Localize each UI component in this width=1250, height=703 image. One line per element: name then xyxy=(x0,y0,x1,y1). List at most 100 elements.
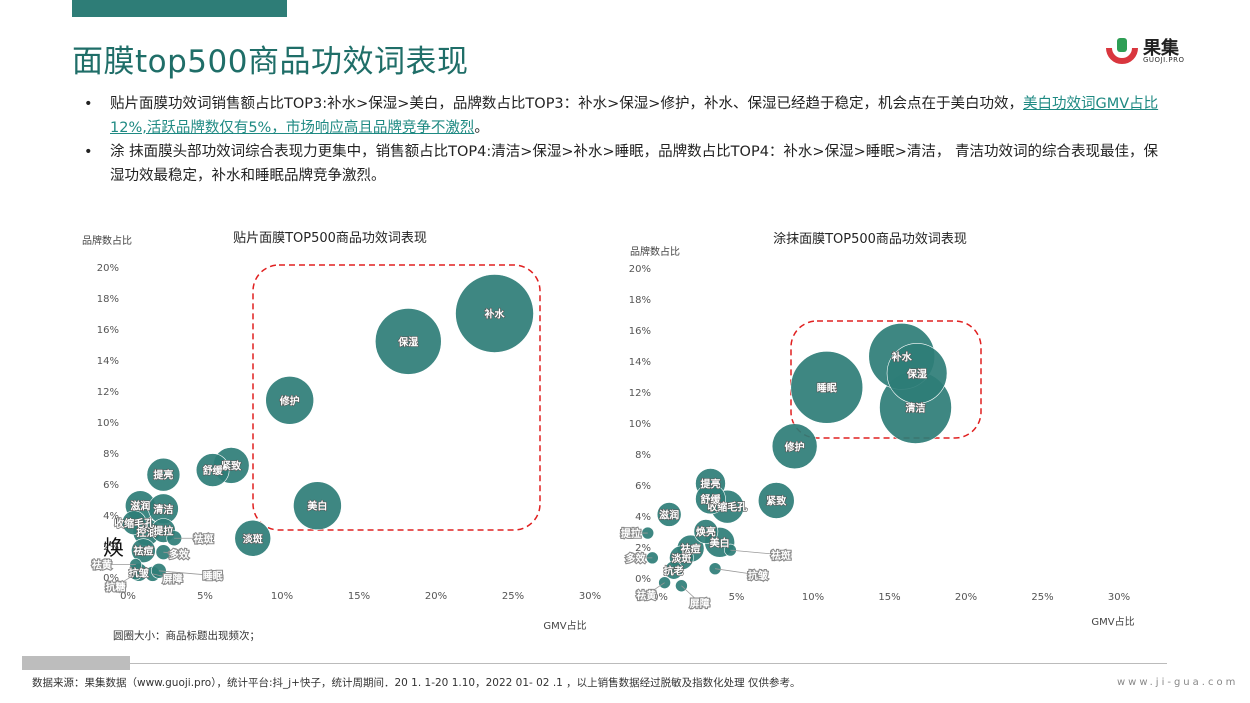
bullet-dot-icon: • xyxy=(84,144,93,160)
bullet-highlight-link[interactable]: 美白功效词GMV占比12%,活跃品牌数仅有5%，市场响应高且品牌竞争不激烈 xyxy=(110,96,1159,136)
highlight-box xyxy=(790,320,982,439)
x-tick-label: 5% xyxy=(197,591,213,602)
x-axis-label: GMV占比 xyxy=(543,619,586,632)
highlight-box xyxy=(252,264,541,531)
data-label: 收缩毛孔 xyxy=(707,501,747,514)
data-label: 祛黄 xyxy=(91,559,112,572)
data-label: 睡眠 xyxy=(817,381,837,394)
bubble-point xyxy=(293,481,342,531)
y-tick-label: 6% xyxy=(635,481,651,492)
y-tick-label: 4% xyxy=(103,511,119,522)
chart-title: 涂抹面膜TOP500商品功效词表现 xyxy=(773,231,967,247)
y-tick-label: 8% xyxy=(635,450,651,461)
bubble-point xyxy=(374,308,442,375)
data-label: 抗皱 xyxy=(748,569,768,582)
bubble-point xyxy=(693,519,719,544)
callout-line xyxy=(115,573,136,587)
y-tick-label: 14% xyxy=(629,357,651,368)
data-label: 滋润 xyxy=(659,508,679,521)
data-label: 清洁 xyxy=(906,402,926,415)
data-label: 多效 xyxy=(169,548,190,561)
data-label: 收缩毛孔 xyxy=(114,517,154,530)
bullet-item: • 涂 抹面膜头部功效词综合表现力更集中，销售额占比TOP4:清洁>保湿>补水>… xyxy=(82,140,1167,188)
data-label: 控油 xyxy=(136,526,156,539)
page-title: 面膜top500商品功效词表现 xyxy=(72,44,469,80)
callout-line xyxy=(158,570,213,576)
y-tick-label: 8% xyxy=(103,449,119,460)
data-label: 保湿 xyxy=(906,367,927,380)
y-tick-label: 10% xyxy=(97,418,119,429)
data-label: 抗糖 xyxy=(106,580,126,593)
y-tick-label: 18% xyxy=(629,295,651,306)
y-tick-label: 12% xyxy=(629,388,651,399)
y-tick-label: 10% xyxy=(629,419,651,430)
y-tick-label: 20% xyxy=(97,263,119,274)
y-tick-label: 16% xyxy=(629,326,651,337)
data-label: 舒缓 xyxy=(700,493,721,506)
stray-glyph: 焕 xyxy=(103,536,124,560)
logo-text: 果集 xyxy=(1143,38,1179,59)
x-tick-label: 25% xyxy=(1031,592,1053,603)
summary-bullets: • 贴片面膜功效词销售额占比TOP3:补水>保湿>美白，品牌数占比TOP3：补水… xyxy=(82,92,1167,188)
y-tick-label: 12% xyxy=(97,387,119,398)
data-label: 祛斑 xyxy=(192,532,213,545)
data-label: 美白 xyxy=(307,500,327,513)
y-tick-label: 0% xyxy=(635,574,651,585)
callout-line xyxy=(163,551,179,555)
bullet-text: 贴片面膜功效词销售额占比TOP3:补水>保湿>美白，品牌数占比TOP3：补水>保… xyxy=(110,96,1023,112)
bubble-point xyxy=(195,453,230,487)
data-label: 祛黄 xyxy=(635,589,656,602)
data-label: 淡斑 xyxy=(671,552,691,565)
data-label: 提拉 xyxy=(621,527,641,540)
chart-title: 贴片面膜TOP500商品功效词表现 xyxy=(233,231,427,246)
data-label: 提亮 xyxy=(700,477,720,490)
data-label: 补水 xyxy=(891,350,913,363)
data-label: 祛斑 xyxy=(770,549,791,562)
data-label: 焕亮 xyxy=(696,526,716,539)
data-label: 抗老 xyxy=(664,564,684,577)
data-label: 屏障 xyxy=(689,597,710,610)
callout-line xyxy=(715,568,758,576)
callout-line xyxy=(152,573,173,579)
x-tick-label: 10% xyxy=(802,592,824,603)
callout-line xyxy=(681,585,701,604)
bubble-point xyxy=(234,519,272,557)
data-label: 提亮 xyxy=(153,469,173,482)
data-label: 提拉 xyxy=(153,525,173,538)
data-label: 抗皱 xyxy=(129,566,149,579)
y-axis-label: 品牌数占比 xyxy=(630,245,680,258)
footer-progress-bar xyxy=(22,656,130,670)
bubble-point xyxy=(265,376,314,425)
callout-line xyxy=(646,582,665,596)
bullet-item: • 贴片面膜功效词销售额占比TOP3:补水>保湿>美白，品牌数占比TOP3：补水… xyxy=(82,92,1167,140)
bubble-point xyxy=(656,502,682,527)
bullet-text: 涂 抹面膜头部功效词综合表现力更集中，销售额占比TOP4:清洁>保湿>补水>睡眠… xyxy=(110,144,1158,184)
y-tick-label: 16% xyxy=(97,325,119,336)
bullet-dot-icon: • xyxy=(84,96,93,112)
data-label: 淡斑 xyxy=(243,532,263,545)
bubble-point xyxy=(664,560,684,580)
y-tick-label: 20% xyxy=(629,264,651,275)
x-tick-label: 0% xyxy=(652,592,668,603)
y-tick-label: 6% xyxy=(103,480,119,491)
bubble-point xyxy=(757,482,795,519)
y-tick-label: 0% xyxy=(103,573,119,584)
y-tick-label: 2% xyxy=(103,542,119,553)
x-tick-label: 5% xyxy=(729,592,745,603)
data-label: 屏障 xyxy=(162,573,183,586)
data-label: 补水 xyxy=(484,308,506,321)
chart-sheet-mask: 贴片面膜TOP500商品功效词表现 品牌数占比 GMV占比 0% 2% 4% 6% 8% 10%… xyxy=(82,231,601,632)
data-label: 祛痘 xyxy=(132,545,153,558)
x-tick-label: 0% xyxy=(120,591,136,602)
x-tick-label: 25% xyxy=(502,591,524,602)
y-tick-label: 14% xyxy=(97,356,119,367)
site-url: www.ji-gua.com xyxy=(1117,677,1239,688)
data-label: 清洁 xyxy=(153,503,173,516)
x-tick-label: 20% xyxy=(955,592,977,603)
bubble-point xyxy=(131,538,156,563)
x-tick-label: 15% xyxy=(878,592,900,603)
bullet-text-end: 。 xyxy=(474,120,489,136)
x-axis-label: GMV占比 xyxy=(1091,615,1134,628)
data-label: 滋润 xyxy=(130,500,150,513)
